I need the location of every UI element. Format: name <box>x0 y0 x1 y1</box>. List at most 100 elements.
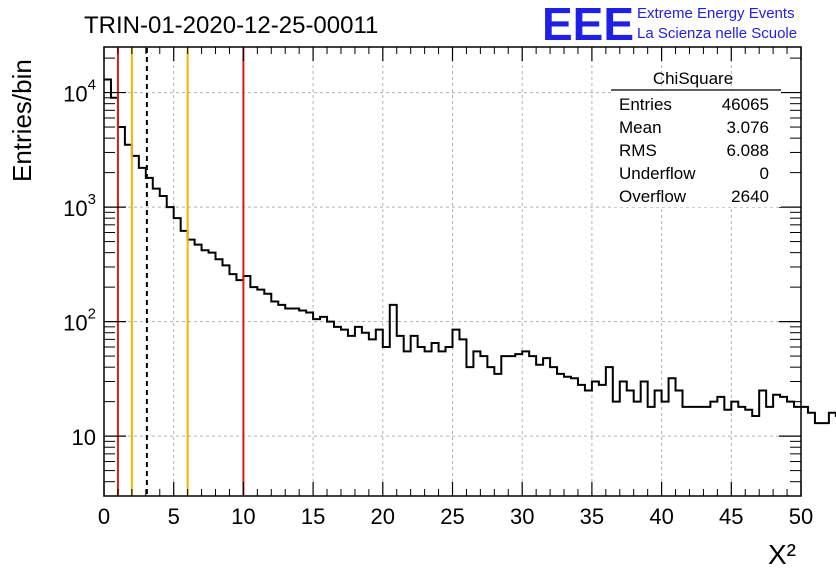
histogram-bin <box>592 381 599 496</box>
histogram-bin <box>480 356 487 496</box>
histogram-bin <box>487 367 494 496</box>
histogram-bin <box>655 391 662 496</box>
histogram-bin <box>466 367 473 496</box>
y-tick-label: 103 <box>63 191 96 221</box>
histogram-bin <box>411 336 418 496</box>
histogram-bin <box>766 407 773 496</box>
stats-value: 0 <box>760 164 769 183</box>
histogram-bin <box>815 423 822 496</box>
histogram-bin <box>243 276 250 496</box>
histogram-bin <box>132 156 139 496</box>
stats-label: RMS <box>619 141 657 160</box>
histogram-bin <box>808 413 815 496</box>
histogram-bin <box>383 347 390 496</box>
histogram-bin <box>829 413 836 496</box>
histogram-bin <box>264 294 271 496</box>
histogram-bin <box>536 365 543 496</box>
histogram-bin <box>515 354 522 496</box>
stats-label: Mean <box>619 118 662 137</box>
histogram-bin <box>585 391 592 496</box>
histogram-bin <box>153 189 160 496</box>
histogram-bin <box>257 290 264 496</box>
histogram-bin <box>564 377 571 496</box>
stats-value: 46065 <box>722 95 769 114</box>
histogram-bin <box>696 407 703 496</box>
histogram-bin <box>292 309 299 496</box>
chart-title: TRIN-01-2020-12-25-00011 <box>84 12 378 39</box>
histogram-bin <box>703 407 710 496</box>
histogram-bin <box>529 356 536 496</box>
x-tick-label: 45 <box>719 504 743 529</box>
stats-label: Overflow <box>619 187 687 206</box>
histogram-bin <box>627 391 634 496</box>
histogram-bin <box>362 333 369 496</box>
histogram-bin <box>397 336 404 496</box>
histogram-bin <box>599 385 606 496</box>
histogram-bin <box>543 358 550 496</box>
x-tick-label: 35 <box>580 504 604 529</box>
histogram-bin <box>390 305 397 496</box>
histogram-bin <box>571 378 578 496</box>
histogram-bin <box>780 397 787 496</box>
histogram-bin <box>453 330 460 496</box>
histogram-bin <box>341 330 348 496</box>
x-tick-labels: 0 5 10 15 20 25 30 35 40 45 50 <box>98 504 813 529</box>
histogram-bin <box>745 410 752 496</box>
histogram-bin <box>202 250 209 496</box>
histogram-bin <box>139 168 146 496</box>
histogram-bin <box>348 336 355 496</box>
histogram-series <box>104 78 836 496</box>
histogram-bin <box>459 339 466 496</box>
histogram-bin <box>306 313 313 496</box>
logo-subtitle-line2: La Scienza nelle Scuole <box>637 25 797 42</box>
y-axis-label: Entries/bin <box>7 59 37 182</box>
histogram-bin <box>167 207 174 496</box>
histogram-bin <box>620 381 627 496</box>
histogram-bin <box>738 407 745 496</box>
histogram-bin <box>104 80 111 496</box>
histogram-bin <box>731 402 738 496</box>
histogram-bin <box>648 407 655 496</box>
histogram-bin <box>759 391 766 496</box>
eee-logo: EEE <box>542 0 634 50</box>
histogram-bin <box>313 319 320 496</box>
histogram-bin <box>160 196 167 496</box>
histogram-bin <box>404 351 411 496</box>
histogram-bin <box>125 145 132 496</box>
histogram-bin <box>494 374 501 496</box>
stats-value: 2640 <box>731 187 769 206</box>
histogram-bin <box>801 407 808 496</box>
histogram-bin <box>669 378 676 496</box>
histogram-bin <box>278 305 285 496</box>
histogram-bin <box>676 391 683 496</box>
y-tick-label: 104 <box>63 77 96 107</box>
histogram-bin <box>794 407 801 496</box>
histogram-bin <box>327 322 334 496</box>
histogram-bin <box>432 343 439 496</box>
histogram-bin <box>717 397 724 496</box>
histogram-bin <box>522 351 529 496</box>
x-tick-label: 25 <box>440 504 464 529</box>
x-tick-label: 0 <box>98 504 110 529</box>
reference-lines <box>116 48 245 495</box>
x-tick-label: 5 <box>168 504 180 529</box>
stats-box: ChiSquare Entries 46065 Mean 3.076 RMS 6.088 U… <box>611 69 781 207</box>
histogram-bin <box>773 395 780 496</box>
histogram-bin <box>439 351 446 496</box>
histogram-bin <box>683 407 690 496</box>
histogram-bin <box>209 253 216 496</box>
histogram-bin <box>550 367 557 496</box>
y-tick-labels: 10 102 103 104 <box>63 77 96 451</box>
histogram-bin <box>229 274 236 496</box>
histogram-bin <box>236 280 243 496</box>
stats-label: Entries <box>619 95 672 114</box>
histogram-bin <box>634 402 641 496</box>
histogram-bin <box>118 127 125 496</box>
histogram-bin <box>376 330 383 496</box>
histogram-bin <box>606 367 613 496</box>
histogram-outline <box>104 78 836 425</box>
histogram-bin <box>271 301 278 496</box>
x-tick-label: 20 <box>371 504 395 529</box>
